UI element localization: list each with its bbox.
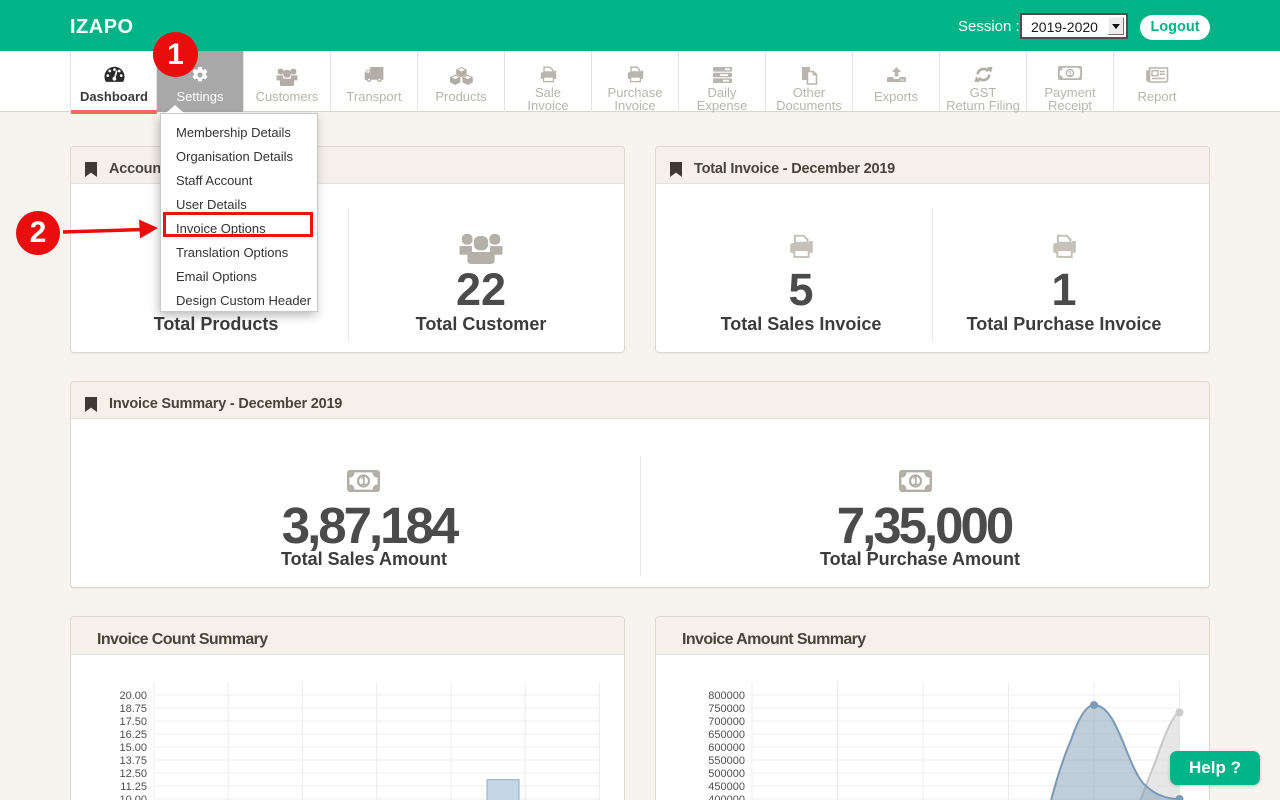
svg-text:16.25: 16.25: [119, 729, 147, 741]
svg-text:15.00: 15.00: [119, 742, 147, 754]
svg-text:10.00: 10.00: [119, 794, 147, 800]
svg-text:600000: 600000: [708, 742, 745, 754]
svg-text:700000: 700000: [708, 716, 745, 728]
svg-text:550000: 550000: [708, 755, 745, 767]
svg-text:1: 1: [360, 476, 367, 488]
svg-text:800000: 800000: [708, 690, 745, 702]
svg-text:18.75: 18.75: [119, 703, 147, 715]
svg-text:400000: 400000: [708, 794, 745, 800]
svg-text:17.50: 17.50: [119, 716, 147, 728]
svg-text:450000: 450000: [708, 781, 745, 793]
svg-text:1: 1: [912, 476, 919, 488]
svg-text:20.00: 20.00: [119, 690, 147, 702]
svg-text:750000: 750000: [708, 703, 745, 715]
svg-text:500000: 500000: [708, 768, 745, 780]
svg-text:13.75: 13.75: [119, 755, 147, 767]
svg-text:1: 1: [1068, 69, 1072, 78]
svg-text:650000: 650000: [708, 729, 745, 741]
svg-text:12.50: 12.50: [119, 768, 147, 780]
svg-text:11.25: 11.25: [120, 781, 147, 793]
